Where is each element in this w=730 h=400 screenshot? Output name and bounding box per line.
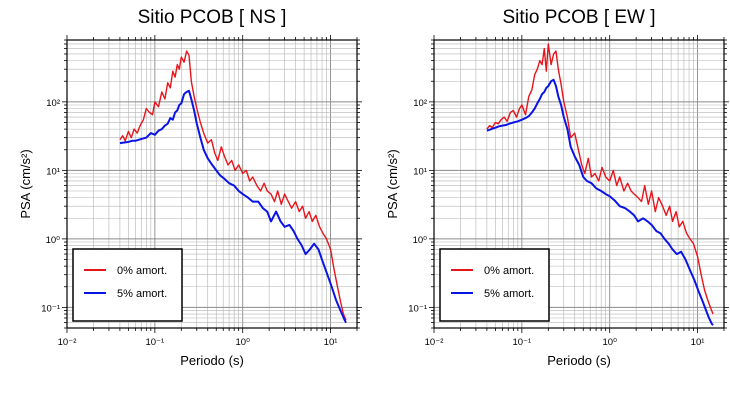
tick-marks — [429, 35, 729, 333]
plot-frame — [433, 39, 725, 329]
y-tick-label: 10¹ — [46, 166, 60, 177]
chart-panel-ns: Sitio PCOB [ NS ] 10⁻² 10⁻¹ 10⁰ 10¹ 10⁻¹ 10⁰… — [18, 7, 362, 368]
plot-frame — [66, 39, 358, 329]
legend: 0% amort. 5% amort. — [72, 248, 183, 322]
y-tick-labels: 10⁻¹ 10⁰ 10¹ 10² — [41, 98, 60, 315]
chart-title: Sitio PCOB [ EW ] — [502, 7, 655, 28]
chart-title: Sitio PCOB [ NS ] — [138, 7, 287, 28]
x-tick-labels: 10⁻² 10⁻¹ 10⁰ 10¹ — [425, 337, 705, 348]
y-tick-label: 10⁻¹ — [408, 303, 427, 314]
series-layer — [119, 50, 347, 324]
x-tick-label: 10⁻¹ — [512, 337, 531, 348]
y-tick-label: 10¹ — [413, 166, 427, 177]
series-layer — [486, 43, 714, 326]
series-line-1 — [119, 89, 347, 324]
series-line-1 — [486, 78, 714, 326]
legend-box — [439, 248, 550, 322]
grid-lines — [66, 39, 358, 329]
x-tick-label: 10¹ — [691, 337, 705, 348]
y-tick-label: 10⁰ — [46, 235, 61, 246]
legend-label-0: 0% amort. — [484, 265, 534, 277]
series-line-0 — [119, 50, 347, 321]
y-axis-label: PSA (cm/s²) — [18, 149, 33, 218]
legend-label-1: 5% amort. — [117, 288, 167, 300]
y-tick-label: 10² — [413, 98, 427, 109]
y-tick-label: 10⁻¹ — [41, 303, 60, 314]
chart-panel-ew: Sitio PCOB [ EW ] 10⁻² 10⁻¹ 10⁰ 10¹ 10⁻¹ 10⁰… — [385, 7, 729, 368]
x-tick-label: 10¹ — [324, 337, 338, 348]
tick-marks — [62, 35, 362, 333]
x-tick-label: 10⁰ — [603, 337, 618, 348]
y-axis-label: PSA (cm/s²) — [385, 149, 400, 218]
x-axis-label: Periodo (s) — [180, 353, 244, 368]
series-line-0 — [486, 43, 714, 315]
legend-box — [72, 248, 183, 322]
y-tick-label: 10² — [46, 98, 60, 109]
x-tick-labels: 10⁻² 10⁻¹ 10⁰ 10¹ — [58, 337, 338, 348]
x-tick-label: 10⁻¹ — [145, 337, 164, 348]
legend-label-0: 0% amort. — [117, 265, 167, 277]
legend: 0% amort. 5% amort. — [439, 248, 550, 322]
y-tick-labels: 10⁻¹ 10⁰ 10¹ 10² — [408, 98, 427, 315]
x-tick-label: 10⁻² — [425, 337, 444, 348]
y-tick-label: 10⁰ — [413, 235, 428, 246]
x-tick-label: 10⁰ — [236, 337, 251, 348]
legend-label-1: 5% amort. — [484, 288, 534, 300]
x-axis-label: Periodo (s) — [547, 353, 611, 368]
x-tick-label: 10⁻² — [58, 337, 77, 348]
